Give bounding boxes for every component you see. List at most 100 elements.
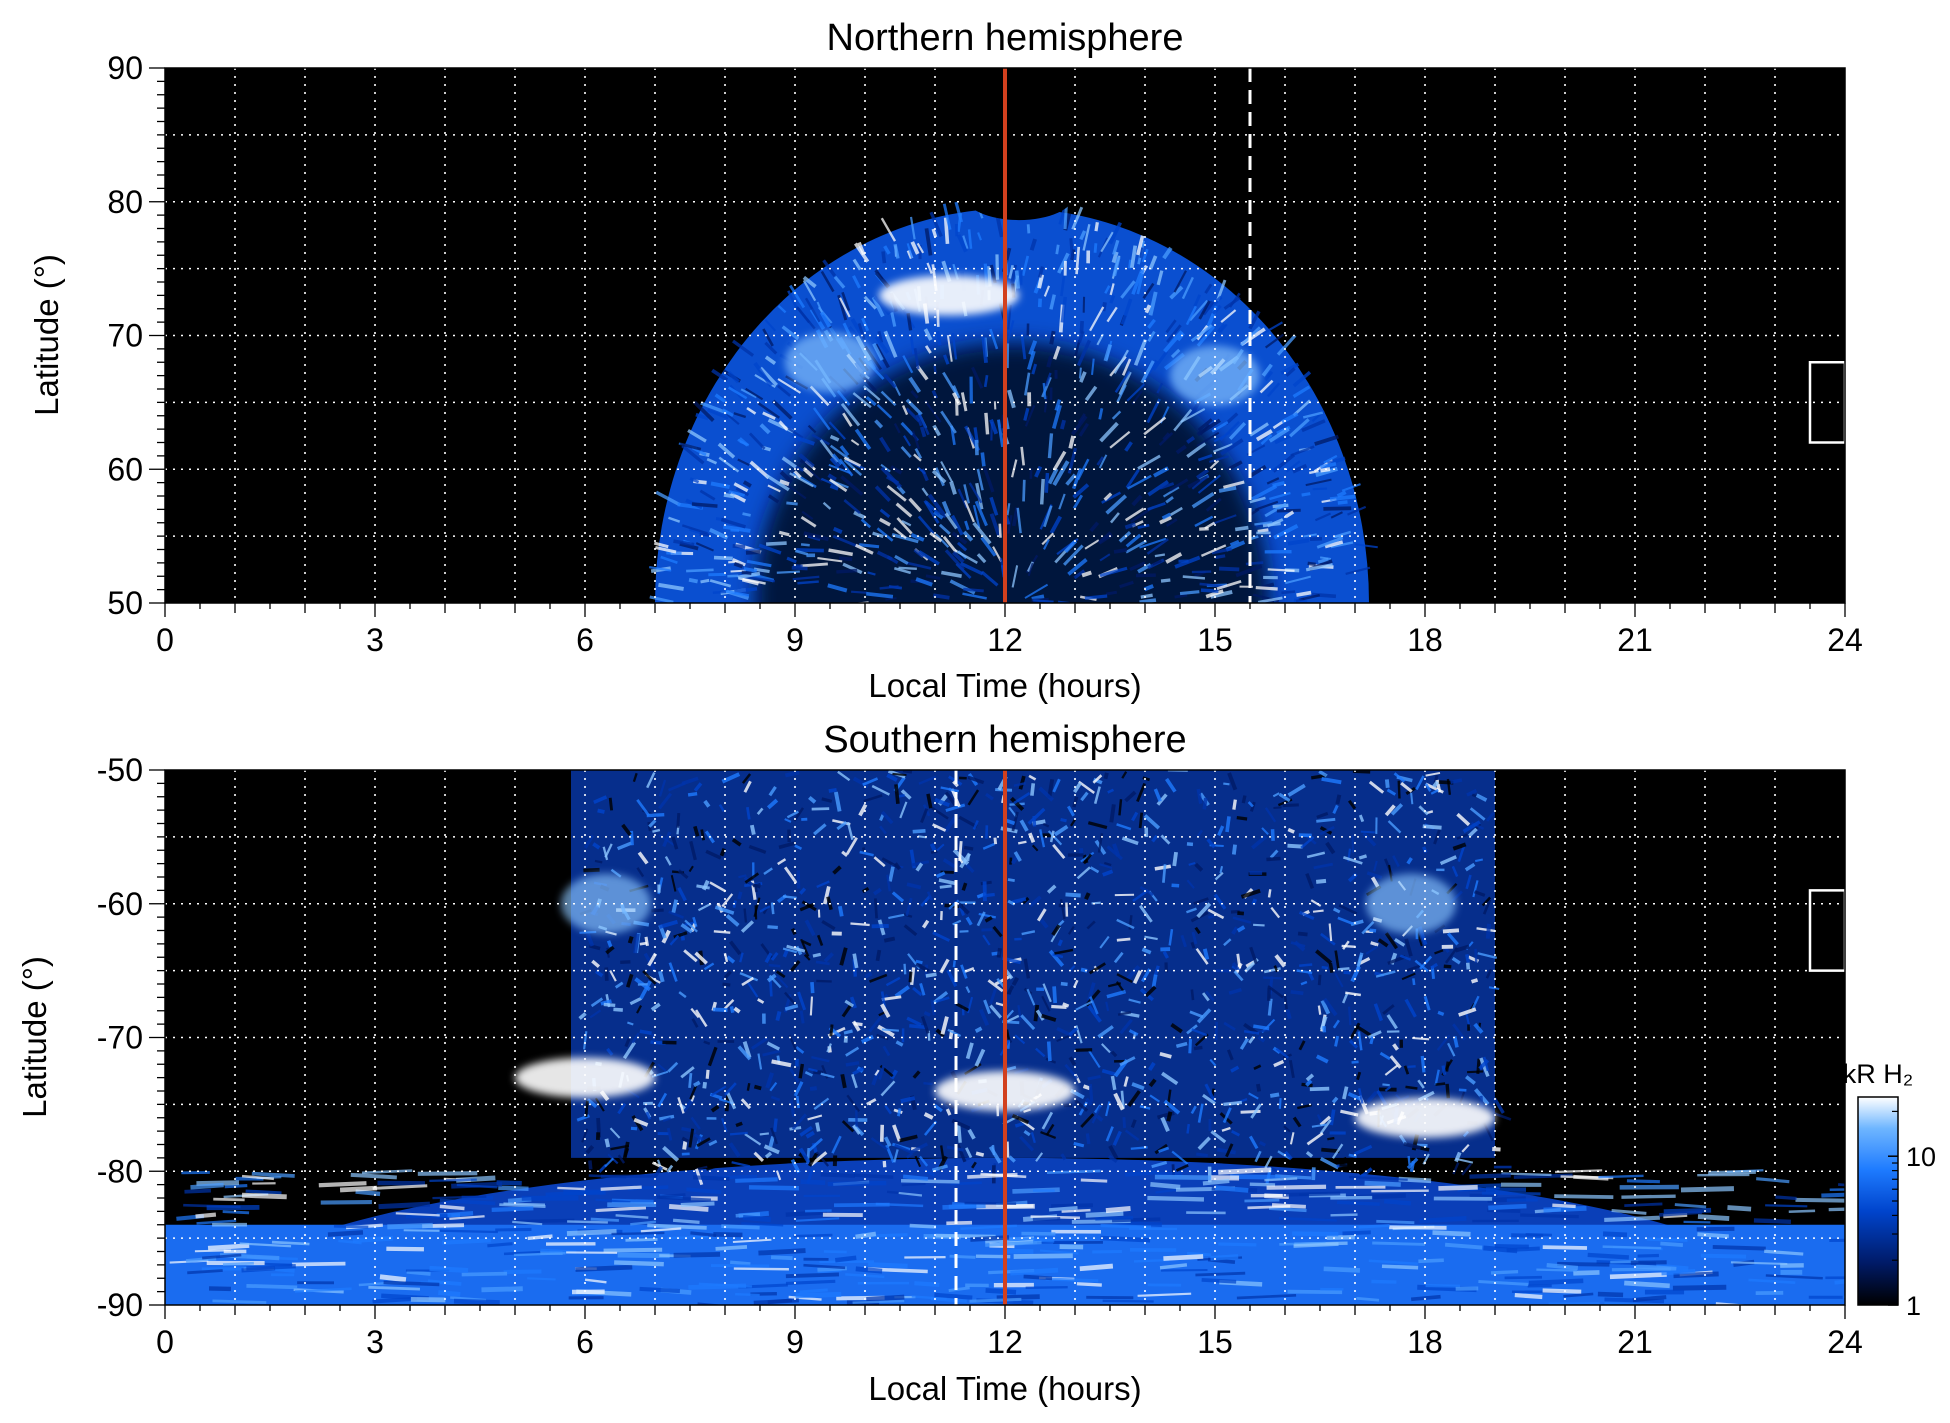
emission-streak (1392, 1043, 1399, 1051)
emission-streak (1409, 1160, 1416, 1173)
polar-arc-streak (969, 1297, 1022, 1303)
emission-streak (1093, 786, 1101, 804)
emission-streak (743, 780, 752, 793)
emission-streak (748, 432, 766, 450)
emission-streak (1014, 270, 1021, 289)
x-tick-label: 6 (576, 622, 594, 658)
emission-streak (836, 390, 851, 406)
emission-streak (1366, 871, 1383, 880)
emission-streak (1109, 283, 1115, 296)
emission-streak (1151, 1160, 1168, 1169)
emission-streak (885, 597, 897, 601)
emission-streak (1023, 958, 1031, 979)
emission-streak (1091, 358, 1095, 375)
emission-streak (1219, 865, 1224, 874)
emission-streak (801, 510, 814, 520)
emission-streak (1064, 1063, 1079, 1080)
emission-streak (872, 531, 884, 539)
emission-streak (1151, 834, 1159, 843)
polar-arc-streak (461, 1271, 508, 1277)
emission-streak (1445, 1083, 1451, 1099)
emission-streak (1131, 494, 1143, 507)
emission-streak (1488, 986, 1500, 990)
emission-streak (1104, 861, 1112, 867)
emission-streak (926, 262, 933, 274)
polar-arc-streak (1626, 1179, 1660, 1184)
emission-streak (1049, 515, 1063, 534)
emission-streak (687, 429, 707, 443)
emission-streak (1109, 512, 1120, 524)
emission-streak (1119, 1056, 1136, 1067)
emission-streak (1035, 1009, 1045, 1021)
emission-streak (1049, 294, 1056, 310)
emission-streak (841, 1120, 855, 1133)
polar-arc-streak (222, 1210, 250, 1215)
emission-streak (706, 1163, 722, 1171)
emission-streak (778, 841, 797, 850)
emission-streak (931, 228, 938, 238)
emission-streak (911, 430, 921, 450)
emission-streak (723, 524, 751, 533)
emission-streak (1026, 350, 1036, 371)
emission-streak (1103, 772, 1109, 780)
colorbar-gradient (1857, 1096, 1899, 1306)
emission-streak (1267, 568, 1295, 572)
polar-arc-streak (410, 1296, 446, 1303)
polar-arc-streak (355, 1189, 381, 1197)
polar-arc-streak (1218, 1242, 1257, 1247)
polar-arc-streak (693, 1175, 730, 1182)
emission-streak (1031, 363, 1038, 375)
polar-arc-streak (1337, 1200, 1380, 1206)
emission-streak (880, 463, 891, 473)
emission-streak (749, 460, 770, 480)
emission-streak (1041, 532, 1055, 546)
polar-arc-streak (785, 1210, 828, 1217)
emission-streak (753, 1084, 762, 1091)
emission-streak (915, 959, 923, 965)
emission-streak (1116, 918, 1135, 930)
emission-streak (649, 595, 674, 603)
polar-arc-streak (1102, 1299, 1154, 1303)
emission-streak (1040, 1130, 1057, 1139)
emission-streak (1191, 492, 1215, 509)
emission-streak (687, 792, 698, 797)
emission-streak (1097, 1025, 1114, 1039)
emission-streak (703, 1040, 711, 1046)
emission-streak (1276, 334, 1297, 356)
polar-arc-streak (948, 1286, 970, 1293)
emission-streak (1195, 947, 1209, 965)
emission-streak (1196, 829, 1204, 838)
emission-streak (1441, 1065, 1447, 1075)
emission-streak (1113, 1092, 1125, 1111)
polar-arc-streak (513, 1251, 566, 1257)
polar-arc-streak (383, 1280, 440, 1287)
polar-arc-streak (1025, 1285, 1068, 1290)
emission-streak (1481, 896, 1492, 907)
emission-streak (863, 385, 881, 401)
emission-streak (1373, 860, 1378, 872)
emission-streak (943, 217, 950, 245)
emission-streak (786, 810, 799, 819)
emission-streak (723, 999, 735, 1010)
emission-streak (880, 810, 894, 825)
emission-streak (787, 290, 799, 311)
emission-streak (893, 567, 912, 575)
polar-arc-streak (1100, 1223, 1152, 1229)
emission-streak (931, 1164, 949, 1172)
emission-streak (696, 1137, 711, 1148)
emission-streak (1321, 776, 1342, 785)
emission-streak (617, 1102, 627, 1115)
polar-arc-streak (590, 1217, 619, 1222)
emission-streak (1126, 383, 1146, 402)
polar-arc-streak (668, 1203, 709, 1212)
polar-arc-streak (770, 1255, 793, 1261)
emission-streak (1359, 1167, 1373, 1180)
polar-arc-streak (417, 1171, 478, 1176)
x-tick-label: 21 (1617, 1324, 1653, 1360)
emission-streak (642, 970, 657, 985)
emission-streak (962, 530, 974, 542)
polar-arc-streak (713, 1231, 743, 1238)
emission-streak (1110, 1050, 1118, 1058)
emission-streak (653, 541, 669, 549)
